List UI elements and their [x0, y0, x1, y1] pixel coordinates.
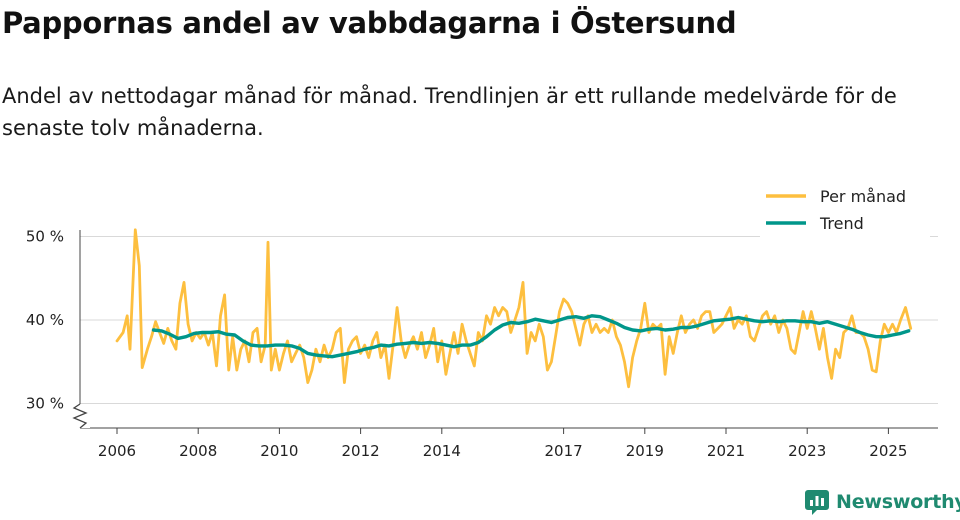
chart-title: Pappornas andel av vabbdagarna i Östersu…	[2, 6, 737, 40]
y-tick-label: 30 %	[26, 395, 64, 413]
brand-logo: Newsworthy	[804, 489, 960, 515]
y-tick-label: 40 %	[26, 311, 64, 329]
legend-label-per-month: Per månad	[820, 187, 906, 206]
legend-label-trend: Trend	[819, 214, 864, 233]
brand-name: Newsworthy	[836, 491, 960, 513]
x-tick-label: 2014	[423, 442, 461, 460]
y-tick-label: 50 %	[26, 228, 64, 246]
x-tick-label: 2008	[179, 442, 217, 460]
axis-break-icon	[72, 403, 88, 429]
chart-subtitle: Andel av nettodagar månad för månad. Tre…	[2, 84, 897, 140]
x-tick-label: 2012	[342, 442, 380, 460]
series-line-trend	[151, 314, 911, 359]
newsworthy-logo-icon	[805, 490, 829, 515]
legend-box	[760, 183, 930, 239]
x-tick-label: 2010	[260, 442, 298, 460]
x-tick-label: 2019	[626, 442, 664, 460]
series-line-per-month	[115, 228, 913, 389]
x-tick-label: 2017	[545, 442, 583, 460]
x-tick-label: 2006	[98, 442, 136, 460]
x-tick-label: 2025	[869, 442, 907, 460]
x-tick-label: 2023	[788, 442, 826, 460]
x-tick-label: 2021	[707, 442, 745, 460]
